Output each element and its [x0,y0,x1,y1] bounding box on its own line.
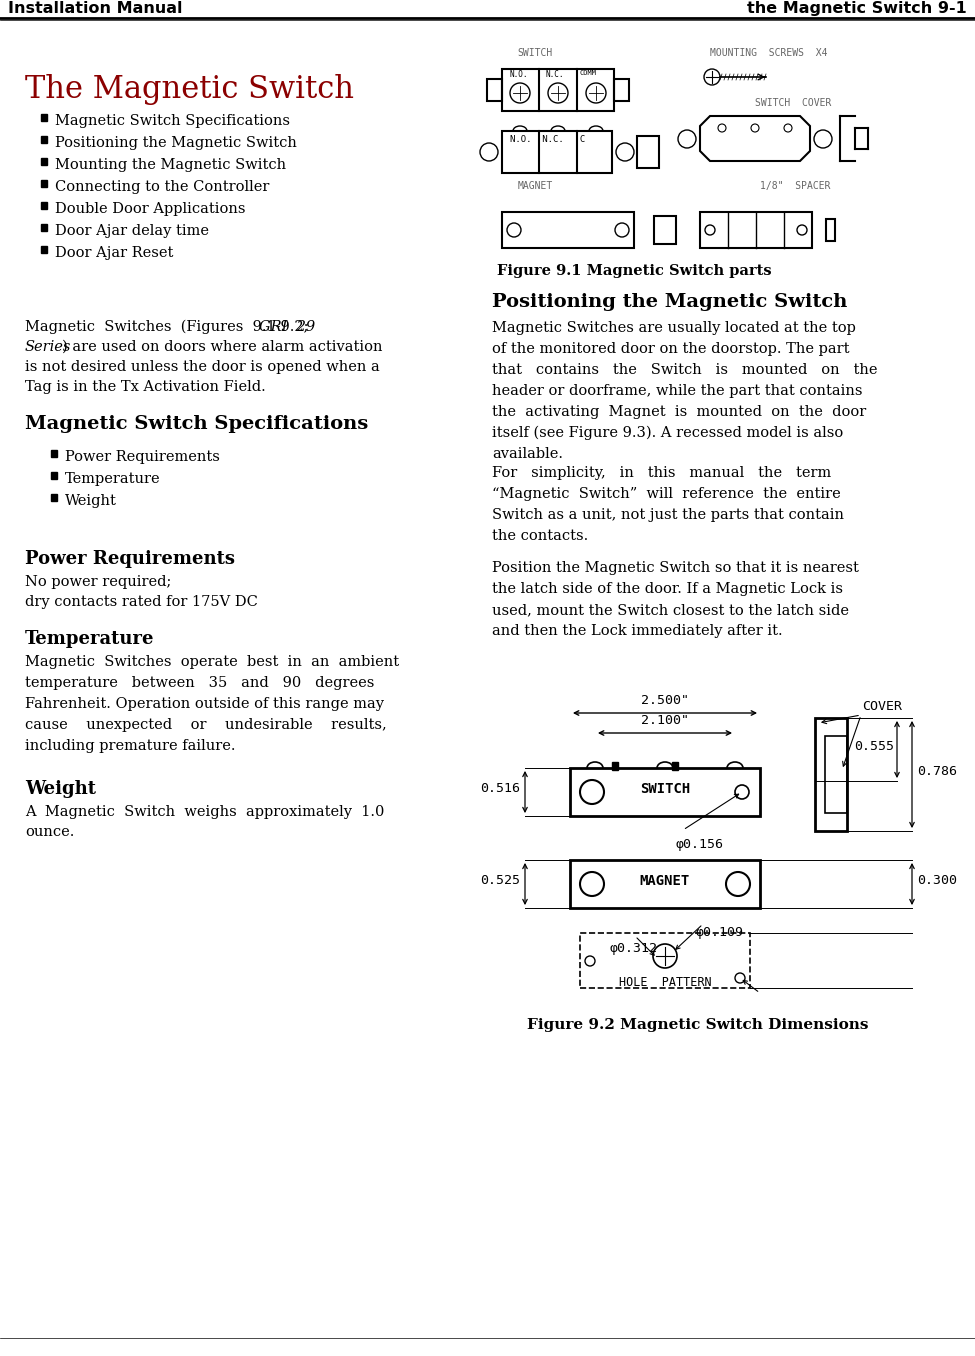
Bar [502,132,612,174]
Text: of the monitored door on the doorstop. The part: of the monitored door on the doorstop. T… [492,342,849,357]
Text: Double Door Applications: Double Door Applications [55,202,246,216]
Text: “Magnetic  Switch”  will  reference  the  entire: “Magnetic Switch” will reference the ent… [492,487,840,500]
Bar [41,224,47,231]
Text: 2.100": 2.100" [641,715,689,727]
Bar [502,69,614,111]
Text: Position the Magnetic Switch so that it is nearest: Position the Magnetic Switch so that it … [492,561,859,575]
Text: 0.555: 0.555 [854,740,894,753]
Bar [51,494,57,500]
Bar [612,762,618,770]
Text: Figure 9.2 Magnetic Switch Dimensions: Figure 9.2 Magnetic Switch Dimensions [527,1018,869,1032]
Text: and then the Lock immediately after it.: and then the Lock immediately after it. [492,624,783,639]
Text: Power Requirements: Power Requirements [65,450,220,464]
Text: No power required;: No power required; [25,575,172,589]
Text: COMM: COMM [579,71,596,76]
Text: Mounting the Magnetic Switch: Mounting the Magnetic Switch [55,159,286,172]
Bar [41,202,47,209]
Text: Weight: Weight [25,780,96,797]
Text: Magnetic Switches are usually located at the top: Magnetic Switches are usually located at… [492,321,856,335]
Text: Fahrenheit. Operation outside of this range may: Fahrenheit. Operation outside of this ra… [25,697,384,711]
Text: Power Requirements: Power Requirements [25,551,235,568]
Bar [570,767,760,816]
Text: φ0.312: φ0.312 [610,942,658,955]
Text: Tag is in the Tx Activation Field.: Tag is in the Tx Activation Field. [25,380,266,395]
Text: 0.786: 0.786 [917,765,957,778]
Text: 2.500": 2.500" [641,694,689,706]
Text: MAGNET: MAGNET [640,875,690,888]
Bar [487,79,502,100]
Text: 1/8"  SPACER: 1/8" SPACER [760,180,831,191]
Text: 0.300: 0.300 [917,875,957,887]
Text: Temperature: Temperature [65,472,161,485]
Text: MAGNET: MAGNET [518,180,553,191]
Text: Positioning the Magnetic Switch: Positioning the Magnetic Switch [492,293,847,311]
Text: Positioning the Magnetic Switch: Positioning the Magnetic Switch [55,136,296,151]
Text: the latch side of the door. If a Magnetic Lock is: the latch side of the door. If a Magneti… [492,582,843,597]
Text: ) are used on doors where alarm activation: ) are used on doors where alarm activati… [62,340,382,354]
Text: dry contacts rated for 175V DC: dry contacts rated for 175V DC [25,595,257,609]
Text: temperature   between   35   and   90   degrees: temperature between 35 and 90 degrees [25,677,374,690]
Text: HOLE  PATTERN: HOLE PATTERN [619,976,712,989]
Text: SWITCH  COVER: SWITCH COVER [755,98,832,108]
Text: φ0.156: φ0.156 [675,838,723,852]
Text: COVER: COVER [862,700,902,713]
Bar [815,717,847,831]
Text: The Magnetic Switch: The Magnetic Switch [25,75,354,104]
Text: φ0.109: φ0.109 [695,926,743,938]
Text: Installation Manual: Installation Manual [8,1,182,16]
Bar [614,79,629,100]
Text: 0.516: 0.516 [480,782,520,796]
Bar [41,114,47,121]
Text: 0.525: 0.525 [480,875,520,887]
Bar [637,136,659,168]
Text: Magnetic Switch Specifications: Magnetic Switch Specifications [25,415,369,433]
Text: N.O.  N.C.   C: N.O. N.C. C [510,136,585,144]
Bar [825,736,847,814]
Text: the contacts.: the contacts. [492,529,588,542]
Bar [672,762,678,770]
Text: N.O.: N.O. [510,71,528,79]
Text: SWITCH: SWITCH [640,782,690,796]
Text: Switch as a unit, not just the parts that contain: Switch as a unit, not just the parts tha… [492,508,844,522]
Bar [41,136,47,142]
Bar [654,216,676,244]
Text: the Magnetic Switch 9-1: the Magnetic Switch 9-1 [747,1,967,16]
Text: Door Ajar delay time: Door Ajar delay time [55,224,209,239]
Bar [41,180,47,187]
Text: MOUNTING  SCREWS  X4: MOUNTING SCREWS X4 [710,47,828,58]
Text: N.C.: N.C. [546,71,565,79]
Text: Magnetic  Switches  (Figures  9.1-9.2;: Magnetic Switches (Figures 9.1-9.2; [25,320,318,335]
Bar [700,212,812,248]
Text: Magnetic Switch Specifications: Magnetic Switch Specifications [55,114,290,127]
Bar [570,860,760,909]
Bar [826,220,835,241]
Bar [502,212,634,248]
Text: used, mount the Switch closest to the latch side: used, mount the Switch closest to the la… [492,603,849,617]
Bar [580,933,750,989]
Text: Weight: Weight [65,494,117,508]
Text: Magnetic  Switches  operate  best  in  an  ambient: Magnetic Switches operate best in an amb… [25,655,399,669]
Bar [51,472,57,479]
Text: is not desired unless the door is opened when a: is not desired unless the door is opened… [25,359,379,374]
Text: including premature failure.: including premature failure. [25,739,236,753]
Text: A  Magnetic  Switch  weighs  approximately  1.0: A Magnetic Switch weighs approximately 1… [25,805,384,819]
Text: itself (see Figure 9.3). A recessed model is also: itself (see Figure 9.3). A recessed mode… [492,426,843,441]
Text: header or doorframe, while the part that contains: header or doorframe, while the part that… [492,384,863,399]
Text: ounce.: ounce. [25,824,74,839]
Text: Series: Series [25,340,71,354]
Text: that   contains   the   Switch   is   mounted   on   the: that contains the Switch is mounted on t… [492,363,878,377]
Bar [41,245,47,254]
Text: Figure 9.1 Magnetic Switch parts: Figure 9.1 Magnetic Switch parts [497,264,771,278]
Text: Temperature: Temperature [25,631,154,648]
Text: the  activating  Magnet  is  mounted  on  the  door: the activating Magnet is mounted on the … [492,405,866,419]
Text: available.: available. [492,447,563,461]
Bar [41,159,47,165]
Text: cause    unexpected    or    undesirable    results,: cause unexpected or undesirable results, [25,717,387,732]
Text: SWITCH: SWITCH [518,47,553,58]
Text: Door Ajar Reset: Door Ajar Reset [55,245,174,260]
Text: Connecting to the Controller: Connecting to the Controller [55,180,269,194]
Bar [51,450,57,457]
Text: GRI  29: GRI 29 [259,320,315,334]
Text: For   simplicity,   in   this   manual   the   term: For simplicity, in this manual the term [492,466,832,480]
